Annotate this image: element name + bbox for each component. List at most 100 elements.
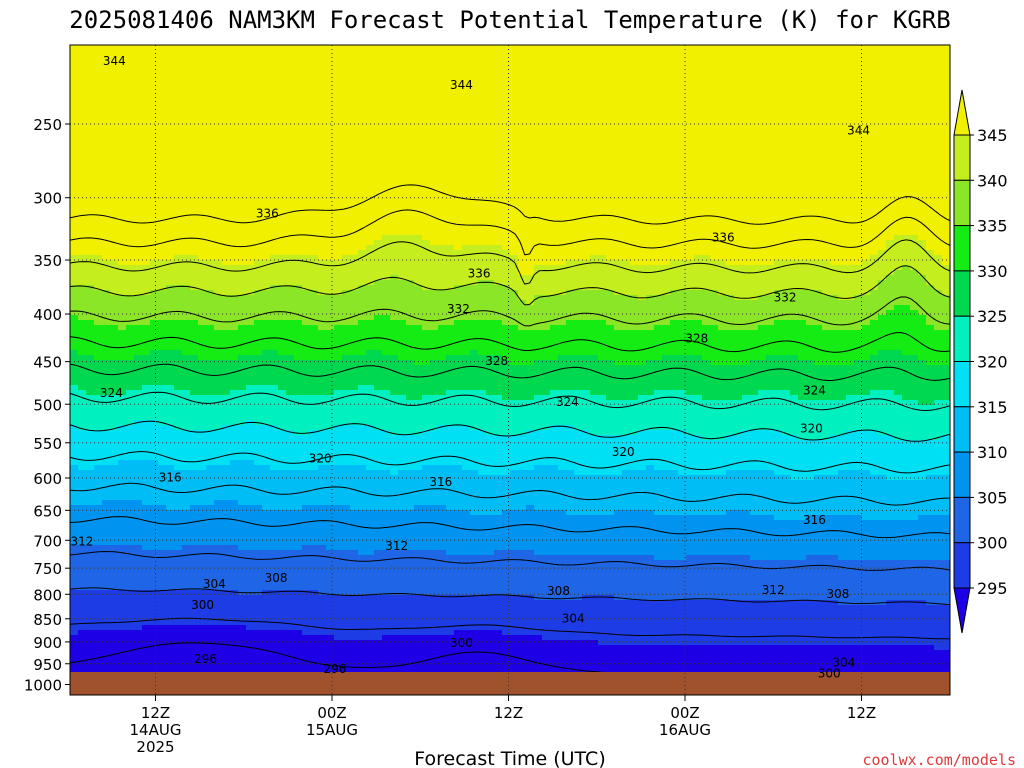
fill-cell — [254, 55, 263, 61]
fill-cell — [142, 265, 151, 271]
fill-cell — [310, 100, 319, 106]
fill-cell — [110, 190, 119, 196]
fill-cell — [118, 85, 127, 91]
fill-cell — [350, 85, 359, 91]
fill-cell — [606, 135, 615, 141]
fill-cell — [238, 210, 247, 216]
fill-cell — [902, 255, 911, 261]
fill-cell — [550, 200, 559, 206]
fill-cell — [238, 255, 247, 261]
fill-cell — [502, 85, 511, 91]
fill-cell — [574, 165, 583, 171]
fill-cell — [838, 235, 847, 241]
fill-cell — [654, 85, 663, 91]
fill-cell — [926, 170, 935, 176]
fill-cell — [102, 165, 111, 171]
fill-cell — [478, 75, 487, 81]
fill-cell — [166, 240, 175, 246]
fill-cell — [182, 260, 191, 266]
fill-cell — [814, 135, 823, 141]
fill-cell — [118, 45, 127, 51]
fill-cell — [902, 60, 911, 66]
fill-cell — [926, 140, 935, 146]
fill-cell — [630, 225, 639, 231]
fill-cell — [678, 230, 687, 236]
fill-cell — [190, 230, 199, 236]
fill-cell — [942, 90, 950, 96]
fill-cell — [478, 95, 487, 101]
fill-cell — [478, 155, 487, 161]
fill-cell — [398, 55, 407, 61]
fill-cell — [198, 170, 207, 176]
fill-cell — [838, 175, 847, 181]
fill-cell — [142, 135, 151, 141]
fill-cell — [326, 110, 335, 116]
fill-cell — [758, 225, 767, 231]
fill-cell — [254, 50, 263, 56]
fill-cell — [518, 100, 527, 106]
fill-cell — [70, 105, 79, 111]
fill-cell — [102, 245, 111, 251]
fill-cell — [190, 210, 199, 216]
fill-cell — [574, 190, 583, 196]
fill-cell — [878, 255, 887, 261]
fill-cell — [278, 120, 287, 126]
fill-cell — [294, 255, 303, 261]
fill-cell — [334, 140, 343, 146]
fill-cell — [254, 250, 263, 256]
fill-cell — [582, 135, 591, 141]
fill-cell — [710, 220, 719, 226]
fill-cell — [678, 220, 687, 226]
fill-cell — [862, 165, 871, 171]
fill-cell — [910, 260, 919, 266]
fill-cell — [438, 125, 447, 131]
fill-cell — [774, 70, 783, 76]
fill-cell — [86, 190, 95, 196]
fill-cell — [294, 205, 303, 211]
fill-cell — [838, 185, 847, 191]
fill-cell — [518, 235, 527, 241]
fill-cell — [190, 145, 199, 151]
fill-cell — [86, 185, 95, 191]
fill-cell — [654, 185, 663, 191]
fill-cell — [934, 50, 943, 56]
fill-cell — [262, 240, 271, 246]
fill-cell — [246, 270, 255, 276]
fill-cell — [774, 245, 783, 251]
fill-cell — [278, 240, 287, 246]
fill-cell — [134, 45, 143, 51]
fill-cell — [238, 140, 247, 146]
fill-cell — [166, 220, 175, 226]
fill-cell — [326, 45, 335, 51]
fill-cell — [238, 90, 247, 96]
fill-cell — [302, 45, 311, 51]
fill-cell — [934, 245, 943, 251]
fill-cell — [782, 185, 791, 191]
fill-cell — [862, 245, 871, 251]
fill-cell — [558, 85, 567, 91]
fill-cell — [542, 190, 551, 196]
fill-cell — [166, 75, 175, 81]
fill-cell — [342, 90, 351, 96]
fill-cell — [262, 185, 271, 191]
fill-cell — [262, 260, 271, 266]
fill-cell — [398, 100, 407, 106]
fill-cell — [78, 215, 87, 221]
fill-cell — [718, 60, 727, 66]
fill-cell — [206, 255, 215, 261]
fill-cell — [590, 185, 599, 191]
fill-cell — [726, 210, 735, 216]
fill-cell — [526, 90, 535, 96]
fill-cell — [910, 145, 919, 151]
fill-cell — [478, 70, 487, 76]
fill-cell — [766, 155, 775, 161]
fill-cell — [878, 55, 887, 61]
fill-cell — [102, 140, 111, 146]
fill-cell — [750, 60, 759, 66]
fill-cell — [774, 55, 783, 61]
fill-cell — [214, 260, 223, 266]
fill-cell — [686, 200, 695, 206]
fill-cell — [598, 235, 607, 241]
fill-cell — [670, 175, 679, 181]
fill-cell — [798, 150, 807, 156]
